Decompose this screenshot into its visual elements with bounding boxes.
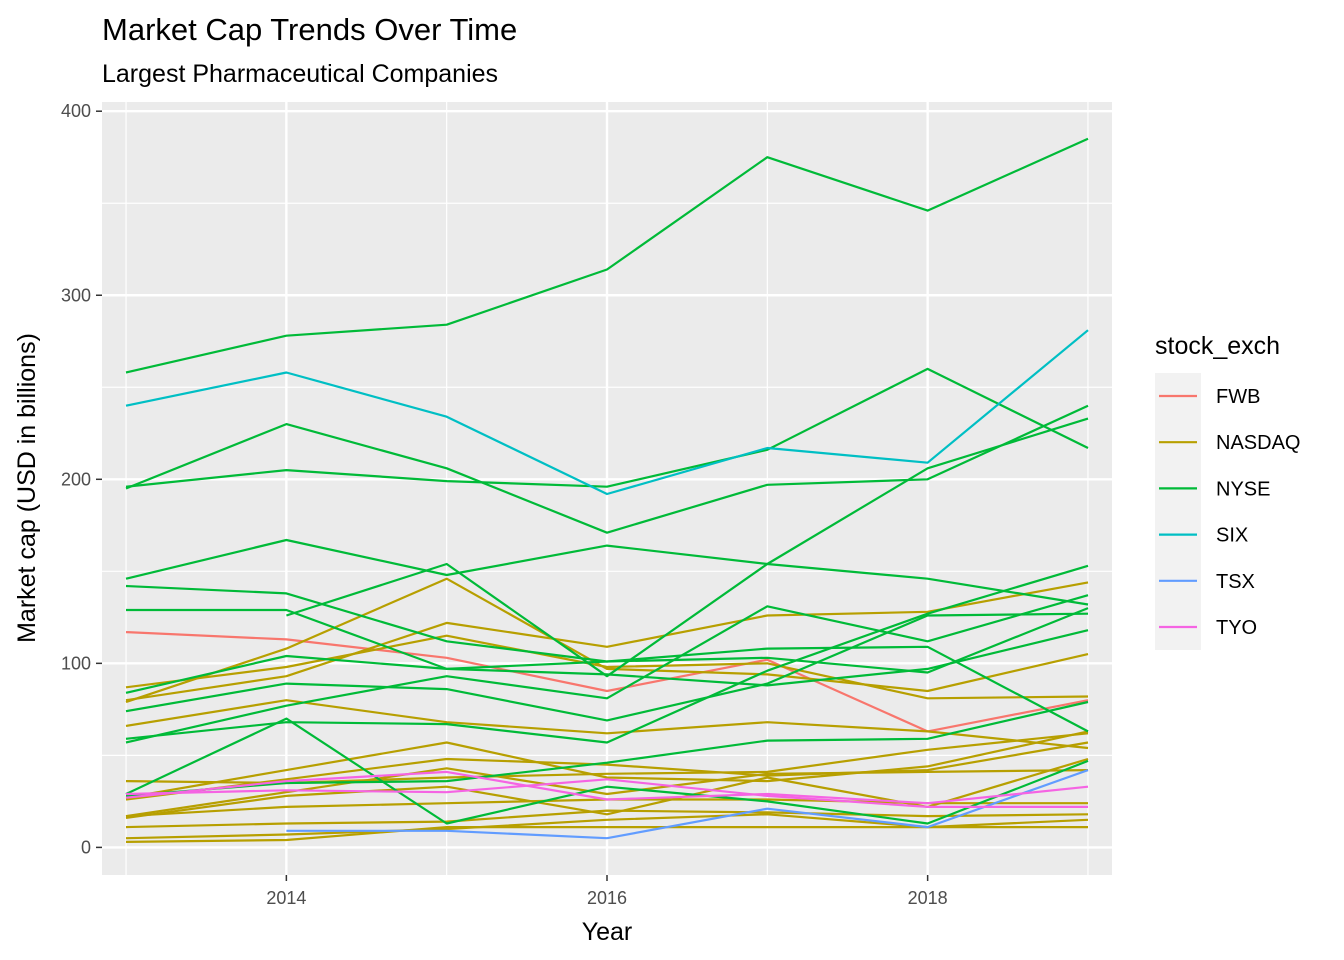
series-line-tsx bbox=[286, 769, 1089, 840]
legend-label-tsx: TSX bbox=[1216, 571, 1255, 593]
series-line-nasdaq bbox=[125, 767, 1089, 818]
y-tick-label: 400 bbox=[61, 101, 91, 121]
series-line-nasdaq bbox=[125, 581, 1089, 702]
series-lines bbox=[125, 137, 1089, 843]
legend-label-nasdaq: NASDAQ bbox=[1216, 432, 1300, 454]
legend-label-six: SIX bbox=[1216, 525, 1248, 547]
y-tick-label: 300 bbox=[61, 285, 91, 305]
series-line-nyse bbox=[125, 367, 1089, 488]
legend-label-nyse: NYSE bbox=[1216, 478, 1270, 500]
series-line-nasdaq bbox=[125, 730, 1089, 799]
y-axis: 0 100 200 300 400 bbox=[61, 101, 102, 857]
series-line-nyse bbox=[125, 564, 1089, 744]
chart-title: Market Cap Trends Over Time bbox=[102, 12, 517, 47]
series-line-nasdaq bbox=[125, 577, 1089, 704]
series-line-nyse bbox=[125, 137, 1089, 374]
series-line-nasdaq bbox=[125, 634, 1089, 700]
series-line-nyse bbox=[125, 629, 1089, 694]
series-line-nasdaq bbox=[125, 809, 1089, 829]
x-tick-label: 2014 bbox=[266, 888, 306, 908]
series-line-nyse bbox=[125, 717, 1089, 825]
legend-key-background bbox=[1155, 373, 1201, 650]
legend-title: stock_exch bbox=[1155, 332, 1280, 360]
series-line-nasdaq bbox=[125, 741, 1089, 801]
series-line-nyse bbox=[125, 538, 1089, 606]
x-tick-label: 2016 bbox=[587, 888, 627, 908]
series-line-nyse bbox=[286, 417, 1089, 678]
series-line-six bbox=[125, 329, 1089, 496]
series-line-tyo bbox=[125, 770, 1089, 805]
legend-label-fwb: FWB bbox=[1216, 386, 1260, 408]
x-axis: 2014 2016 2018 bbox=[266, 875, 948, 908]
y-axis-title: Market cap (USD in billions) bbox=[13, 333, 41, 643]
y-tick-label: 200 bbox=[61, 469, 91, 489]
series-line-nasdaq bbox=[125, 699, 1089, 750]
series-line-tyo bbox=[125, 778, 1088, 809]
legend: stock_exch FWB NASDAQ NYSE SIX TSX TYO bbox=[1155, 332, 1300, 650]
series-line-nyse bbox=[126, 608, 1089, 733]
y-tick-label: 100 bbox=[61, 653, 91, 673]
series-line-nyse bbox=[125, 404, 1089, 534]
legend-label-tyo: TYO bbox=[1216, 617, 1257, 639]
chart-subtitle: Largest Pharmaceutical Companies bbox=[102, 60, 498, 88]
x-axis-title: Year bbox=[582, 918, 633, 946]
series-line-nyse bbox=[125, 594, 1089, 744]
series-line-nyse bbox=[125, 700, 1089, 797]
y-tick-label: 0 bbox=[81, 837, 91, 857]
major-gridlines bbox=[102, 102, 1112, 875]
series-line-nyse bbox=[125, 612, 1089, 722]
x-tick-label: 2018 bbox=[908, 888, 948, 908]
